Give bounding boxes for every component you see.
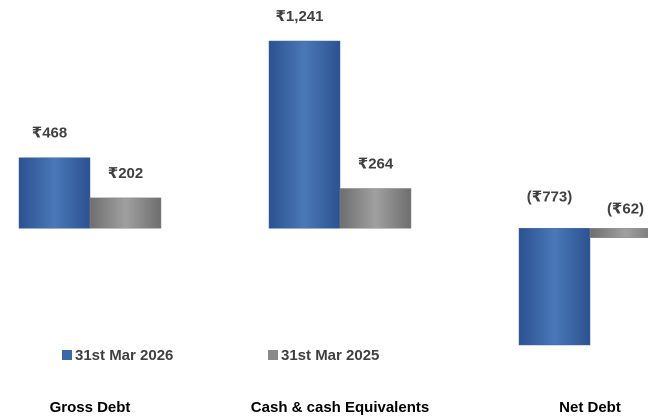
legend-label: 31st Mar 2025 [281,347,379,364]
legend-label: 31st Mar 2026 [75,347,173,364]
value-label: (₹773) [527,188,572,205]
bar [339,188,412,229]
legend-swatch [62,350,72,360]
value-label: ₹264 [358,155,394,172]
bar [268,40,341,229]
category-label: Net Debt [559,399,621,416]
bar [589,228,648,238]
value-label: (₹62) [607,200,644,217]
bar [18,157,91,229]
bar [518,228,591,346]
value-label: ₹468 [32,125,67,142]
legend-swatch [268,350,278,360]
category-label: Gross Debt [50,399,131,416]
value-label: ₹1,241 [276,8,324,25]
value-label: ₹202 [108,165,143,182]
bar [89,197,162,229]
category-label: Cash & cash Equivalents [251,399,429,416]
